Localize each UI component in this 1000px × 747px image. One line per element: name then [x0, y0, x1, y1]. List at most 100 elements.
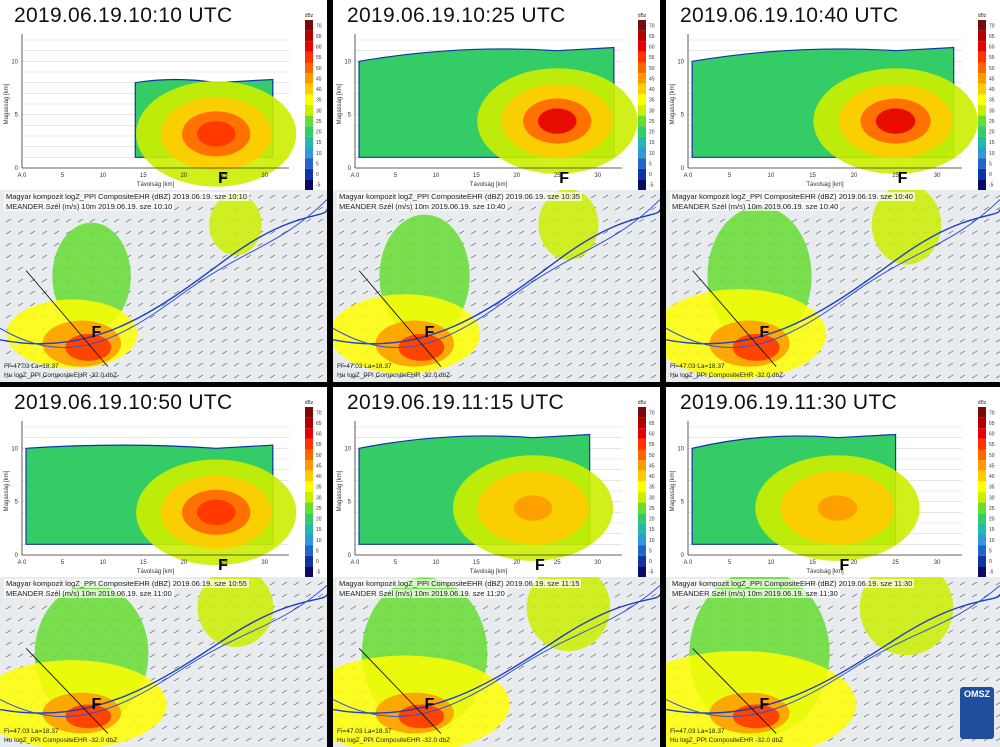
wind-barb — [506, 362, 513, 367]
lake-shoreline — [0, 593, 327, 714]
wind-barb — [221, 326, 228, 331]
wind-barb — [971, 242, 978, 247]
wind-barb — [851, 242, 858, 247]
wind-barb — [350, 605, 357, 610]
lake-shoreline — [333, 209, 660, 345]
wind-barb — [839, 326, 846, 331]
wind-barb — [137, 737, 144, 742]
wind-barb — [482, 278, 489, 283]
colorbar-tick: 50 — [649, 453, 655, 459]
colorbar-cell — [305, 428, 313, 439]
wind-barb — [614, 713, 621, 718]
wind-barb — [911, 302, 918, 307]
wind-barb — [899, 701, 906, 706]
wind-barb — [911, 266, 918, 271]
colorbar-cell — [305, 126, 313, 137]
wind-barb — [173, 725, 180, 730]
colorbar-cell — [638, 470, 646, 482]
wind-barb — [197, 338, 204, 343]
wind-barb — [494, 314, 501, 319]
wind-barb — [281, 737, 288, 742]
colorbar-cell — [638, 417, 646, 429]
wind-barb — [245, 278, 252, 283]
wind-barb — [470, 362, 477, 367]
wind-barb — [257, 326, 264, 331]
panel-time-title: 2019.06.19.10:50 UTC — [14, 391, 233, 414]
wind-barb — [839, 314, 846, 319]
wind-barb — [899, 278, 906, 283]
colorbar-tick: 50 — [989, 66, 995, 72]
wind-barb — [221, 701, 228, 706]
wind-barb — [197, 206, 204, 211]
wind-barb — [683, 266, 690, 271]
wind-barb — [875, 278, 882, 283]
wind-barb — [650, 677, 657, 682]
wind-barb — [17, 278, 24, 283]
wind-barb — [518, 713, 525, 718]
x-tick-label: 25 — [892, 560, 899, 566]
wind-barb — [494, 278, 501, 283]
f-marker: F — [559, 170, 570, 187]
wind-barb — [923, 290, 930, 295]
wind-barb — [317, 737, 324, 742]
wind-barb — [494, 350, 501, 355]
wind-barb — [197, 302, 204, 307]
wind-barb — [863, 701, 870, 706]
colorbar-tick: 0 — [316, 172, 319, 178]
colorbar-cell — [978, 566, 986, 577]
map-f-marker: F — [91, 696, 102, 713]
wind-barb — [506, 713, 513, 718]
wind-barb — [293, 713, 300, 718]
colorbar-cell — [978, 30, 986, 42]
wind-barb — [17, 605, 24, 610]
wind-barb — [518, 593, 525, 598]
wind-barb — [245, 362, 252, 367]
colorbar-tick: 25 — [649, 119, 655, 125]
wind-barb — [839, 350, 846, 355]
wind-barb — [53, 242, 60, 247]
wind-barb — [719, 218, 726, 223]
wind-barb — [626, 278, 633, 283]
wind-barb — [851, 374, 858, 379]
wind-barb — [5, 605, 12, 610]
wind-barb — [137, 338, 144, 343]
wind-barb — [269, 326, 276, 331]
colorbar-tick: 15 — [989, 140, 995, 146]
wind-barb — [614, 338, 621, 343]
wind-barb — [257, 641, 264, 646]
wind-barb — [269, 725, 276, 730]
wind-barb — [113, 218, 120, 223]
colorbar-cell — [978, 417, 986, 429]
colorbar-cell — [305, 20, 313, 31]
wind-barb — [518, 653, 525, 658]
wind-barb — [650, 350, 657, 355]
wind-barb — [983, 629, 990, 634]
colorbar-tick: 15 — [316, 140, 322, 146]
wind-barb — [5, 665, 12, 670]
colorbar-tick: 40 — [989, 87, 995, 93]
wind-barb — [863, 218, 870, 223]
wind-barb — [671, 653, 678, 658]
wind-barb — [518, 290, 525, 295]
wind-barb — [149, 605, 156, 610]
wind-barb — [506, 653, 513, 658]
y-tick-label: 0 — [348, 553, 352, 559]
wind-barb — [875, 689, 882, 694]
wind-barb — [197, 629, 204, 634]
wind-barb — [626, 677, 633, 682]
wind-barb — [959, 581, 966, 586]
wind-barb — [863, 302, 870, 307]
wind-barb — [173, 641, 180, 646]
wind-barb — [506, 230, 513, 235]
wind-barb — [803, 230, 810, 235]
wind-barb — [899, 338, 906, 343]
wind-barb — [221, 338, 228, 343]
wind-barb — [281, 701, 288, 706]
border-line — [333, 199, 660, 349]
wind-barb — [803, 218, 810, 223]
wind-barb — [626, 605, 633, 610]
colorbar-tick: 0 — [989, 172, 992, 178]
wind-barb — [161, 230, 168, 235]
wind-barb — [233, 302, 240, 307]
wind-barb — [161, 302, 168, 307]
